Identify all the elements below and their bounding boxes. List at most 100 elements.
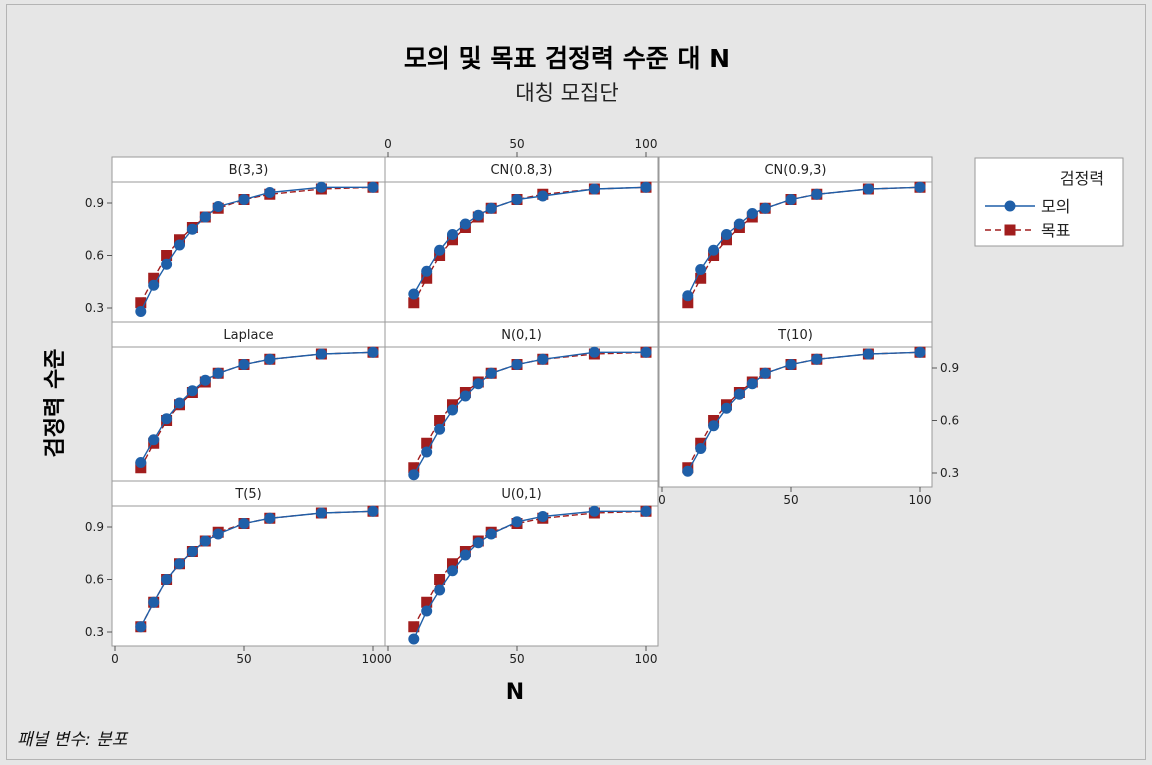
data-point [759, 202, 771, 214]
data-point [914, 181, 926, 193]
data-point [148, 272, 160, 284]
data-point [746, 208, 758, 219]
panel: N(0,1) [384, 321, 659, 488]
data-point [746, 378, 758, 390]
data-point [511, 516, 523, 528]
data-point [682, 297, 694, 309]
data-point [135, 306, 147, 317]
panel-plot-area [384, 346, 659, 488]
y-tick-label: 0.9 [85, 520, 104, 534]
data-point [785, 359, 797, 370]
data-point [588, 183, 600, 195]
data-point [459, 390, 471, 402]
data-point [862, 183, 874, 195]
y-axis-label: 검정력 수준 [43, 349, 68, 458]
legend-marker [1004, 224, 1016, 236]
chart-subtitle: 대칭 모집단 [515, 81, 618, 105]
data-point [511, 194, 523, 205]
data-point [537, 511, 549, 522]
data-point [472, 378, 484, 390]
data-point [174, 239, 185, 251]
data-point [367, 346, 379, 358]
data-point [682, 290, 694, 302]
data-point [537, 190, 549, 202]
data-point [408, 297, 420, 309]
data-point [434, 423, 446, 435]
panel-label: B(3,3) [229, 163, 269, 178]
panel-variable-footnote: 패널 변수: 분포 [17, 730, 129, 750]
data-point [708, 420, 720, 432]
data-point [485, 367, 497, 379]
panel-grid: B(3,3) CN(0.8,3) CN(0.9,3) Laplace N(0,1) T(1… [111, 156, 933, 647]
data-point [408, 633, 420, 645]
data-point [472, 209, 484, 221]
panel-label: N(0,1) [501, 328, 542, 343]
data-point [408, 288, 420, 300]
data-point [682, 465, 694, 477]
x-tick-label: 50 [783, 493, 798, 507]
panel: CN(0.9,3) [658, 156, 933, 323]
data-point [640, 181, 652, 193]
panel-plot-area [384, 181, 659, 323]
x-tick-label: 100 [635, 137, 658, 151]
data-point [721, 402, 732, 414]
data-point [199, 374, 211, 386]
data-point [148, 596, 160, 608]
data-point [421, 265, 433, 277]
data-point [434, 415, 446, 426]
y-tick-label: 0.3 [85, 625, 104, 639]
panel: T(5) [111, 480, 386, 647]
data-point [421, 605, 433, 617]
panel-plot-area [658, 346, 933, 488]
data-point [148, 279, 160, 291]
data-point [785, 194, 797, 205]
data-point [199, 535, 211, 547]
data-point [199, 211, 211, 223]
data-point [459, 549, 471, 561]
panel: B(3,3) [111, 156, 386, 323]
data-point [186, 223, 198, 235]
data-point [186, 385, 198, 397]
data-point [161, 413, 173, 425]
panel: T(10) [658, 321, 933, 488]
data-point [212, 528, 224, 540]
x-tick-label: 100 [362, 652, 385, 666]
x-tick-label: 0 [384, 652, 392, 666]
panel-header [658, 156, 933, 183]
data-point [212, 367, 224, 379]
panel-label: T(5) [234, 487, 261, 502]
data-point [759, 367, 771, 379]
data-point [421, 446, 433, 458]
data-point [708, 244, 720, 256]
data-point [733, 388, 745, 400]
data-point [408, 621, 420, 633]
data-point [174, 558, 185, 570]
y-tick-label: 0.9 [85, 196, 104, 210]
data-point [695, 264, 707, 275]
data-point [367, 181, 379, 193]
data-point [862, 348, 874, 360]
data-point [408, 469, 420, 481]
data-point [315, 348, 327, 360]
y-tick-label: 0.3 [940, 466, 959, 480]
panel-label: Laplace [223, 328, 273, 343]
legend-marker [1004, 200, 1016, 212]
data-point [459, 218, 471, 230]
data-point [264, 187, 276, 198]
x-tick-label: 50 [509, 137, 524, 151]
data-point [135, 457, 147, 468]
panel-label: U(0,1) [501, 487, 541, 502]
y-tick-label: 0.6 [85, 249, 104, 263]
data-point [408, 462, 420, 474]
x-tick-label: 50 [236, 652, 251, 666]
data-point [434, 574, 446, 585]
data-point [135, 297, 147, 309]
data-point [421, 272, 433, 284]
panel-plot-area [111, 505, 386, 647]
x-tick-label: 0 [384, 137, 392, 151]
data-point [721, 229, 732, 240]
data-point [447, 229, 458, 240]
legend-title: 검정력 [1060, 169, 1104, 188]
x-tick-label: 0 [111, 652, 119, 666]
